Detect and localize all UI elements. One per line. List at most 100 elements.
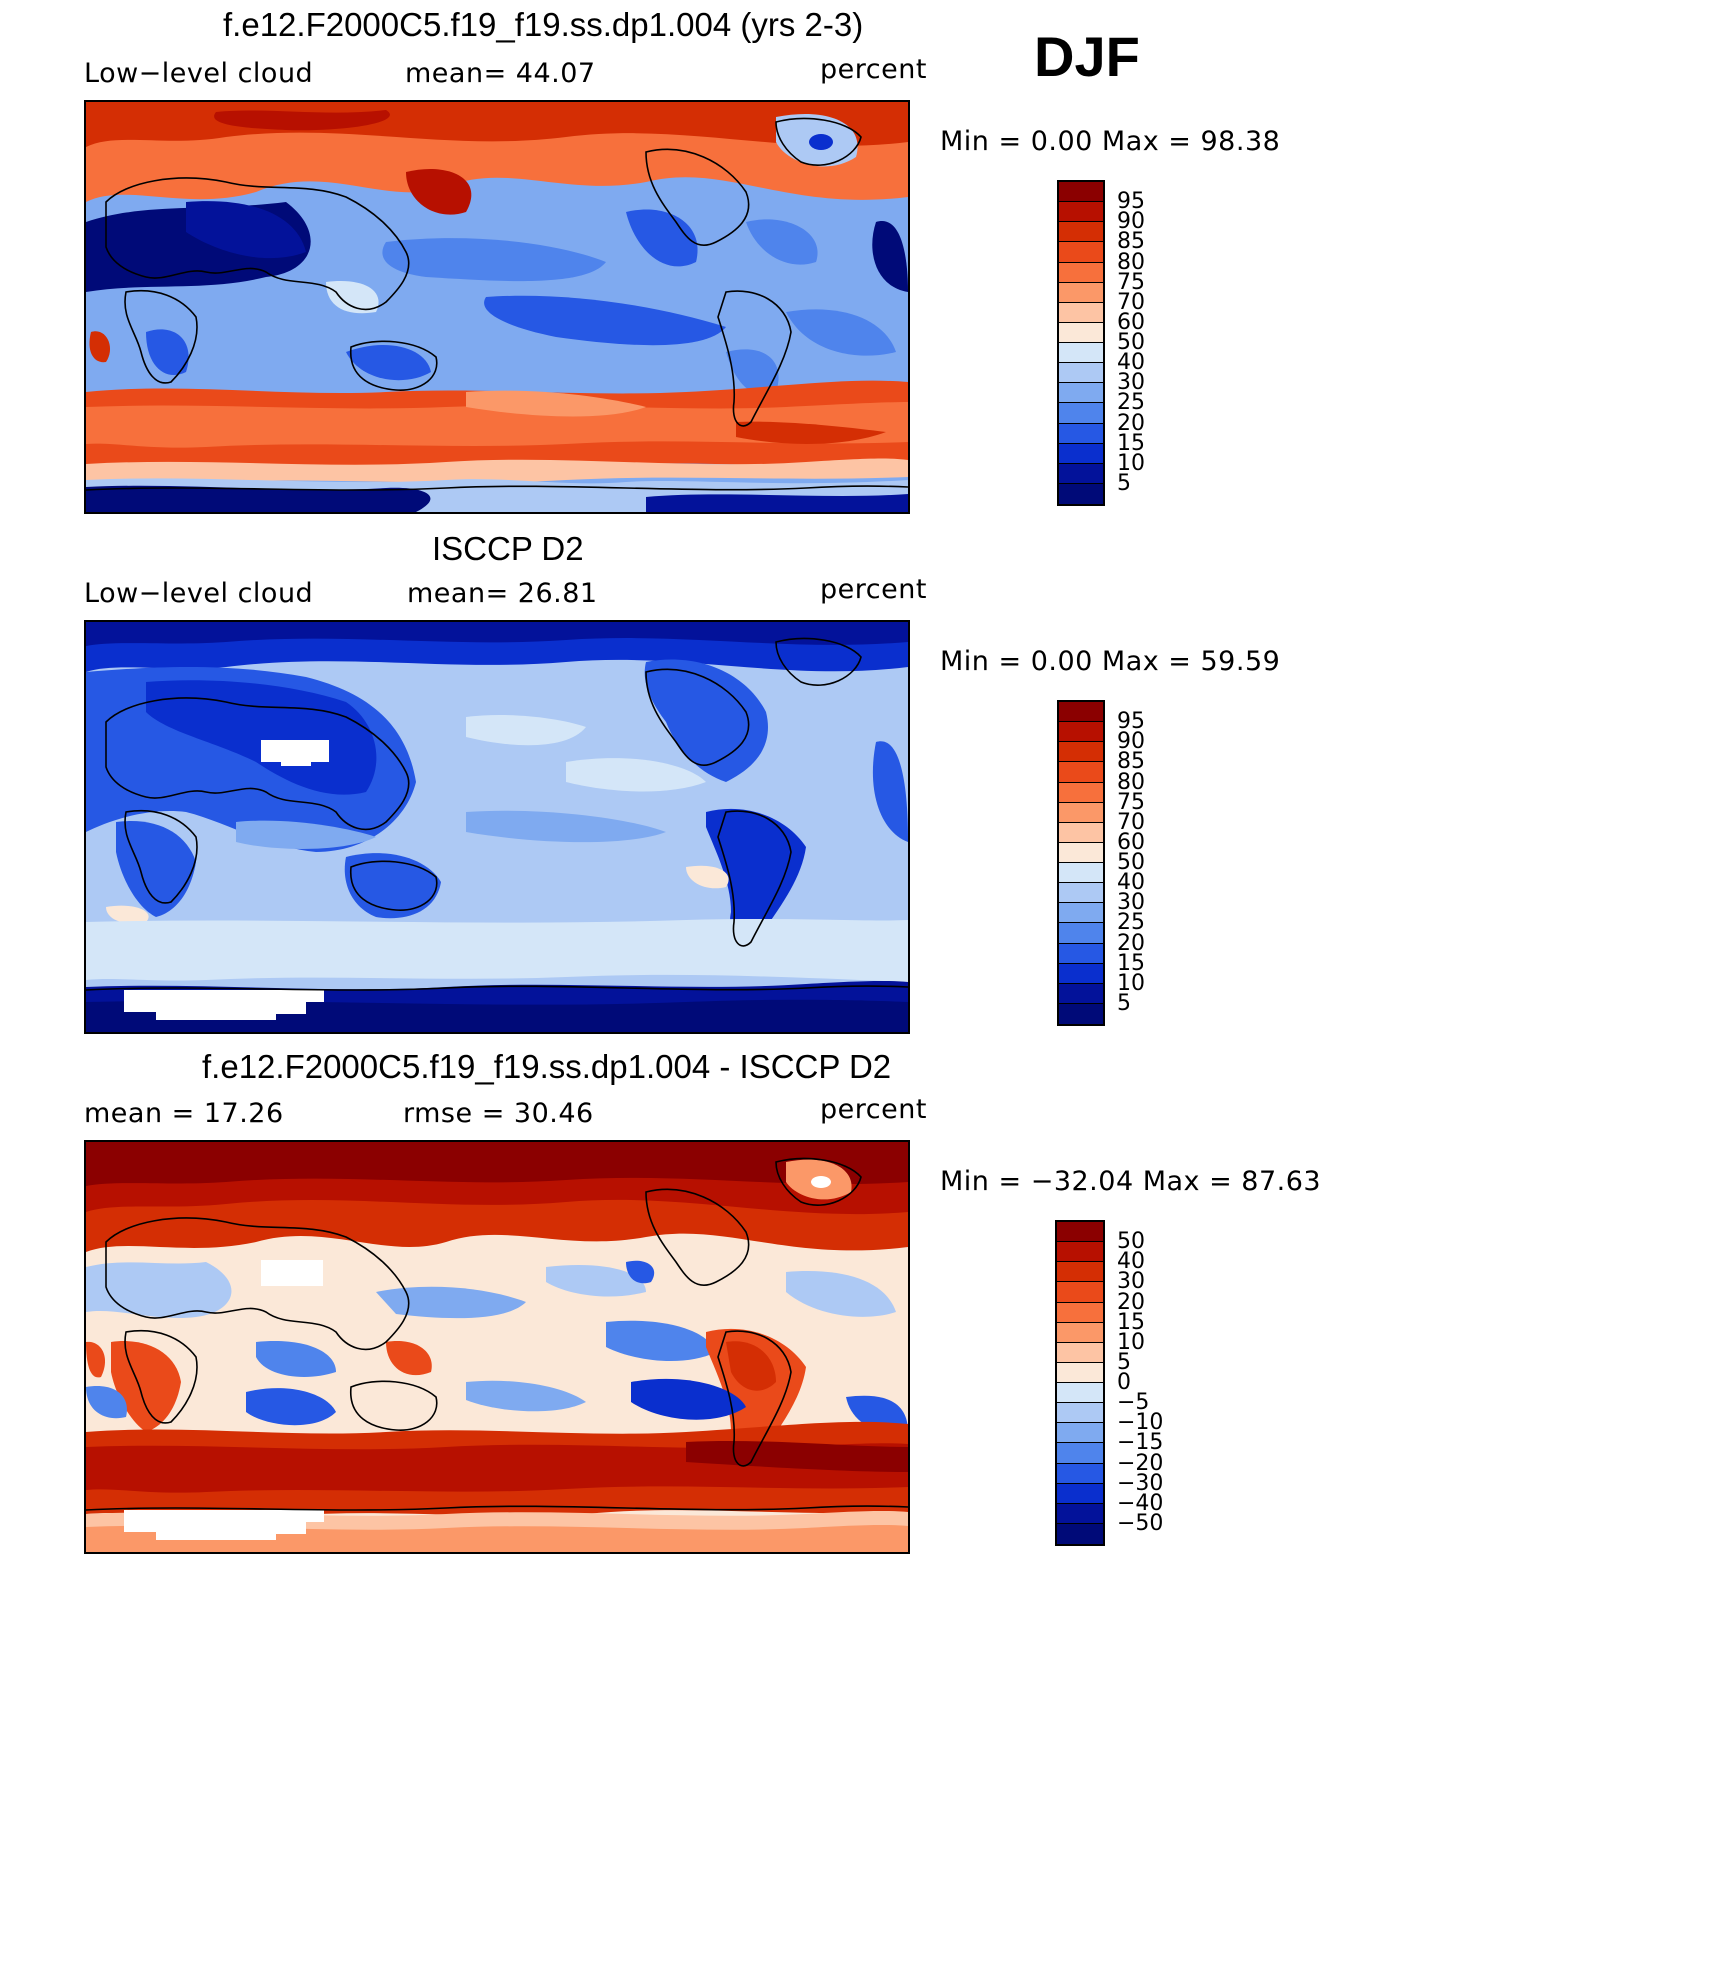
panel-1-units-label: percent [820, 54, 927, 85]
colorbar-tick-label: 5 [1117, 470, 1131, 496]
panel-2-title: ISCCP D2 [432, 530, 584, 567]
colorbar-segment [1059, 802, 1103, 823]
colorbar-segment [1057, 1282, 1103, 1303]
colorbar-tick-label: 20 [1117, 930, 1145, 956]
colorbar-segment [1059, 202, 1103, 223]
colorbar-tick-label: 5 [1117, 990, 1131, 1016]
colorbar-segment [1057, 1523, 1103, 1544]
colorbar-segment [1059, 483, 1103, 504]
colorbar-segment [1059, 923, 1103, 944]
colorbar-tick-label: −5 [1117, 1390, 1150, 1416]
panel-2-min-max: Min = 0.00 Max = 59.59 [940, 646, 1281, 677]
colorbar-tick-label: −30 [1117, 1470, 1164, 1496]
colorbar-tick-label: 15 [1117, 430, 1145, 456]
colorbar-segment [1059, 722, 1103, 743]
colorbar-segment [1059, 322, 1103, 343]
colorbar-tick-label: 30 [1117, 890, 1145, 916]
panel-3-map-svg [86, 1142, 908, 1552]
panel-3-min-max: Min = −32.04 Max = 87.63 [940, 1166, 1322, 1197]
colorbar-segment [1059, 762, 1103, 783]
colorbar-segment [1059, 1003, 1103, 1024]
colorbar-tick-label: 50 [1117, 330, 1145, 355]
colorbar-segment [1059, 423, 1103, 444]
colorbar-tick-label: 90 [1117, 209, 1145, 235]
panel-1-left-label: Low−level cloud [84, 58, 314, 89]
colorbar-segment [1057, 1342, 1103, 1363]
panel-2-left-label: Low−level cloud [84, 578, 314, 609]
panel-1-min-max: Min = 0.00 Max = 98.38 [940, 126, 1281, 157]
panel-1-map [84, 100, 910, 514]
colorbar-segment [1057, 1242, 1103, 1263]
colorbar-segment [1059, 863, 1103, 884]
colorbar-tick-label: 50 [1117, 1229, 1145, 1255]
colorbar-tick-label: −20 [1117, 1450, 1164, 1476]
colorbar-tick-label: 95 [1117, 189, 1145, 215]
panel-2-colorbar [1057, 700, 1105, 1026]
colorbar-tick-label: 85 [1117, 749, 1145, 775]
colorbar-segment [1059, 363, 1103, 384]
panel-1-map-svg [86, 102, 908, 512]
colorbar-segment [1059, 983, 1103, 1004]
colorbar-tick-label: 40 [1117, 870, 1145, 896]
colorbar-segment [1059, 383, 1103, 404]
colorbar-segment [1059, 903, 1103, 924]
colorbar-tick-label: 95 [1117, 709, 1145, 735]
panel-3-mean-label: mean = 17.26 [84, 1098, 284, 1129]
panel-3-colorbar [1055, 1220, 1105, 1546]
colorbar-tick-label: 10 [1117, 970, 1145, 996]
colorbar-tick-label: 75 [1117, 269, 1145, 295]
colorbar-tick-label: 70 [1117, 289, 1145, 315]
colorbar-tick-label: 30 [1117, 1269, 1145, 1295]
colorbar-tick-label: 30 [1117, 370, 1145, 396]
panel-3-title: f.e12.F2000C5.f19_f19.ss.dp1.004 - ISCCP… [202, 1048, 892, 1085]
colorbar-segment [1059, 302, 1103, 323]
panel-1-title: f.e12.F2000C5.f19_f19.ss.dp1.004 (yrs 2-… [223, 6, 864, 43]
colorbar-tick-label: 40 [1117, 350, 1145, 376]
colorbar-segment [1057, 1362, 1103, 1383]
colorbar-segment [1059, 742, 1103, 763]
colorbar-segment [1059, 883, 1103, 904]
colorbar-segment [1059, 242, 1103, 263]
colorbar-tick-label: 40 [1117, 1249, 1145, 1275]
colorbar-segment [1059, 822, 1103, 843]
colorbar-tick-label: 85 [1117, 229, 1145, 255]
panel-3-map [84, 1140, 910, 1554]
panel-3-units-label: percent [820, 1094, 927, 1125]
colorbar-tick-label: 70 [1117, 809, 1145, 835]
colorbar-tick-label: 90 [1117, 729, 1145, 755]
colorbar-segment [1057, 1322, 1103, 1343]
colorbar-tick-label: 15 [1117, 1309, 1145, 1335]
colorbar-segment [1059, 782, 1103, 803]
colorbar-segment [1059, 343, 1103, 364]
panel-2-units-label: percent [820, 574, 927, 605]
panel-2-map [84, 620, 910, 1034]
colorbar-segment [1059, 702, 1103, 723]
colorbar-tick-label: 20 [1117, 1289, 1145, 1315]
colorbar-tick-label: −10 [1117, 1410, 1164, 1436]
colorbar-segment [1059, 443, 1103, 464]
panel-1-mean-label: mean= 44.07 [405, 58, 596, 89]
colorbar-segment [1059, 463, 1103, 484]
colorbar-tick-label: 10 [1117, 450, 1145, 476]
colorbar-segment [1059, 943, 1103, 964]
colorbar-tick-label: −50 [1117, 1510, 1164, 1536]
colorbar-segment [1057, 1302, 1103, 1323]
colorbar-tick-label: 75 [1117, 789, 1145, 815]
panel-2-mean-label: mean= 26.81 [407, 578, 598, 609]
colorbar-segment [1059, 222, 1103, 243]
colorbar-tick-label: 60 [1117, 829, 1145, 855]
colorbar-segment [1057, 1503, 1103, 1524]
colorbar-segment [1057, 1403, 1103, 1424]
season-label: DJF [1034, 25, 1140, 88]
colorbar-tick-label: 25 [1117, 910, 1145, 936]
colorbar-segment [1059, 403, 1103, 424]
colorbar-segment [1059, 963, 1103, 984]
colorbar-tick-label: −40 [1117, 1490, 1164, 1516]
colorbar-segment [1057, 1443, 1103, 1464]
colorbar-segment [1057, 1423, 1103, 1444]
colorbar-tick-label: 0 [1117, 1370, 1131, 1395]
colorbar-segment [1059, 282, 1103, 303]
colorbar-tick-label: 80 [1117, 249, 1145, 275]
colorbar-segment [1057, 1222, 1103, 1243]
colorbar-segment [1059, 842, 1103, 863]
